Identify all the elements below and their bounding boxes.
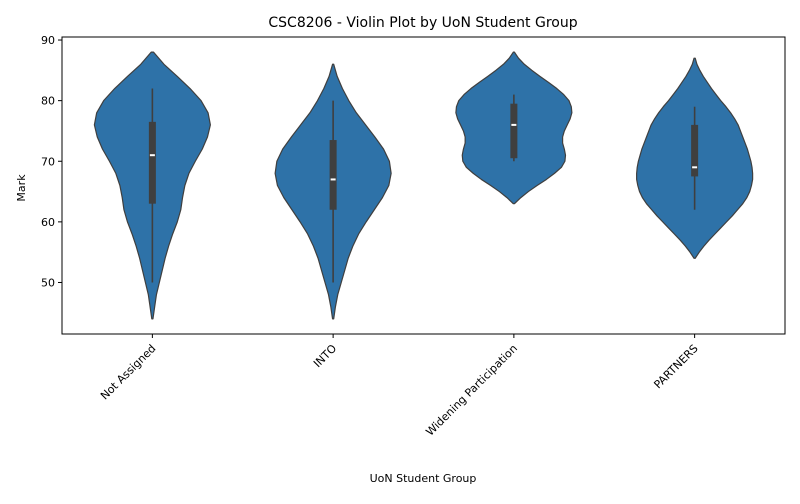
violin-median: [511, 123, 517, 126]
y-axis-label: Mark: [15, 174, 28, 202]
plot-frame: [61, 36, 786, 335]
y-tick-label: 70: [41, 155, 55, 168]
x-tick-label: INTO: [311, 342, 339, 370]
violin-iqr-box: [148, 121, 156, 204]
x-tick-label: PARTNERS: [651, 342, 700, 391]
violin-iqr-box: [329, 140, 337, 210]
chart-title: CSC8206 - Violin Plot by UoN Student Gro…: [268, 15, 577, 31]
violin-iqr-box: [691, 124, 699, 177]
violin-median: [149, 154, 155, 157]
x-tick-label: Widening Participation: [423, 342, 520, 439]
x-axis: Not Assigned INTO Widening Participation PA…: [98, 334, 701, 439]
y-tick-label: 80: [41, 95, 55, 108]
x-axis-label: UoN Student Group: [370, 472, 477, 485]
plot-area: [93, 51, 754, 320]
violin-median: [330, 178, 336, 181]
violin-iqr-box: [510, 103, 518, 159]
y-tick-label: 60: [41, 216, 55, 229]
violin-median: [692, 166, 698, 169]
y-tick-label: 90: [41, 34, 55, 47]
y-tick-label: 50: [41, 276, 55, 289]
x-tick-label: Not Assigned: [98, 342, 158, 402]
y-axis: 50 60 70 80 90: [41, 34, 62, 289]
